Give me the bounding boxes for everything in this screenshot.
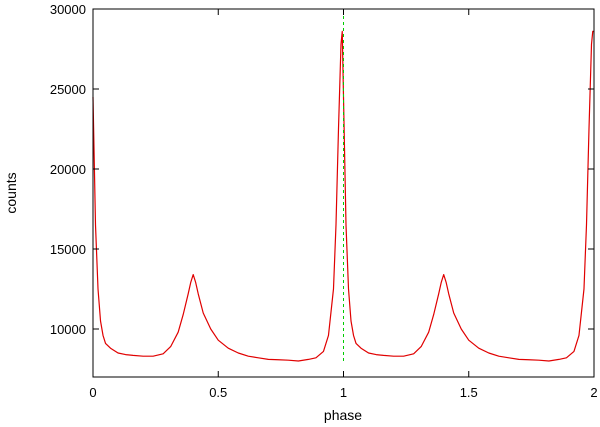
x-tick-label: 1 (340, 385, 347, 400)
y-tick-label: 20000 (50, 162, 86, 177)
x-tick-label: 1.5 (460, 385, 478, 400)
chart-marks (92, 9, 594, 362)
y-tick-label: 15000 (50, 242, 86, 257)
x-tick-label: 0 (89, 385, 96, 400)
axis-ticks: 0 0.5 1 1.5 2 10000 15000 20000 25000 30000 (50, 2, 598, 400)
y-tick-label: 10000 (50, 322, 86, 337)
x-axis-label: phase (324, 407, 362, 423)
x-tick-label: 0.5 (209, 385, 227, 400)
x-tick-label: 2 (590, 385, 597, 400)
y-tick-label: 25000 (50, 82, 86, 97)
y-axis-label: counts (3, 172, 19, 213)
y-tick-label: 30000 (50, 2, 86, 17)
